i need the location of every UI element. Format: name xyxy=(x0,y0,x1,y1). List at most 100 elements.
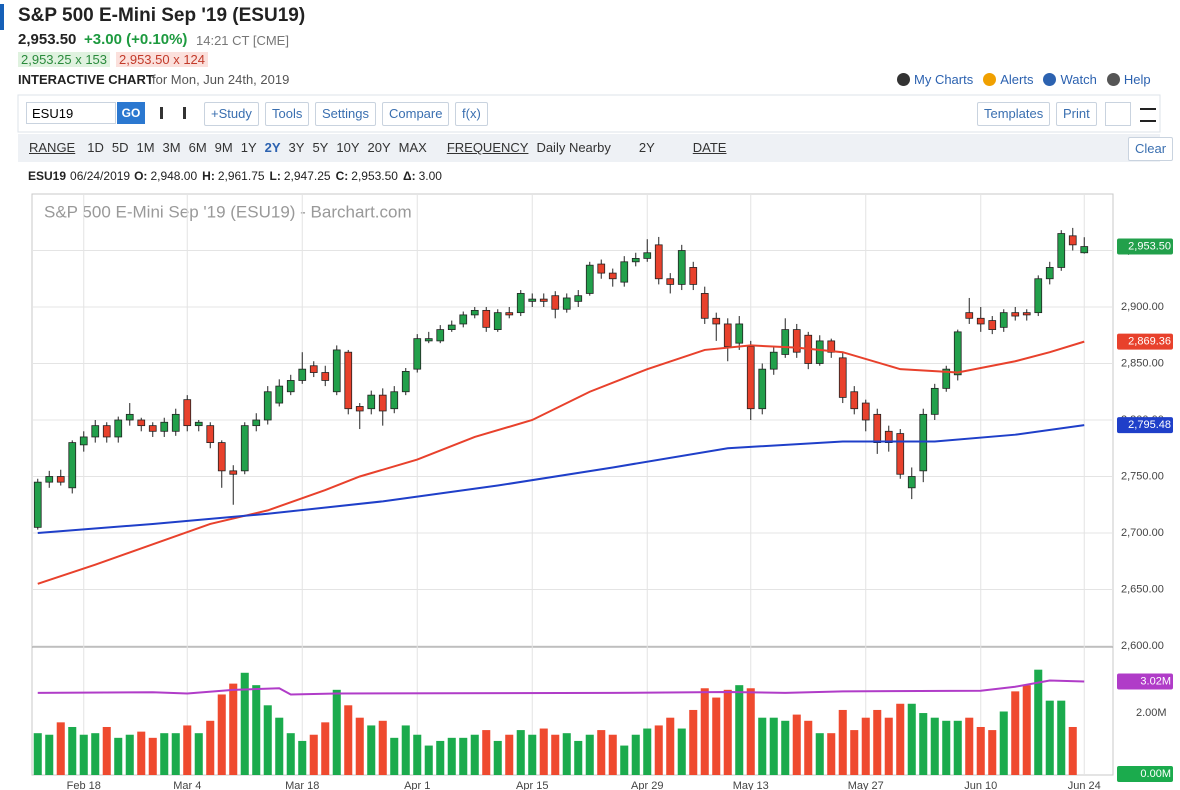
ohlc-value: 2,961.75 xyxy=(217,169,265,183)
range-item[interactable]: 1M xyxy=(136,140,155,155)
candle-body xyxy=(183,399,192,427)
volume-bar xyxy=(459,737,468,775)
range-item[interactable]: 3M xyxy=(162,140,181,155)
range-item[interactable]: 3Y xyxy=(288,140,305,155)
period[interactable]: 2Y xyxy=(638,140,655,155)
go-button[interactable]: GO xyxy=(117,102,145,124)
menu-button[interactable] xyxy=(1140,108,1156,122)
volume-bar xyxy=(1068,726,1077,775)
range-item[interactable]: 10Y xyxy=(336,140,360,155)
volume-bar xyxy=(965,717,974,775)
candle-body xyxy=(746,346,755,410)
volume-tick-label: 2.00M xyxy=(1136,707,1167,719)
volume-bar xyxy=(125,734,134,775)
candle-body xyxy=(712,317,721,325)
ohlc-key: C: xyxy=(335,169,349,183)
volume-bar xyxy=(827,733,836,775)
volume-bar xyxy=(275,717,284,775)
range-item[interactable]: 5D xyxy=(111,140,129,155)
header-link[interactable]: Alerts xyxy=(983,72,1033,87)
volume-bar xyxy=(390,737,399,775)
link-icon xyxy=(1106,73,1120,86)
header-link[interactable]: Help xyxy=(1106,72,1151,87)
volume-bar xyxy=(919,713,928,775)
toolbar-button[interactable]: Compare xyxy=(382,102,450,126)
candle-body xyxy=(1045,267,1054,280)
x-tick-label: May 13 xyxy=(733,780,769,790)
candle-body xyxy=(1034,278,1043,314)
candle-body xyxy=(758,368,767,410)
range-item[interactable]: 9M xyxy=(214,140,233,155)
range-item[interactable]: 5Y xyxy=(312,140,329,155)
candle-body xyxy=(574,295,583,302)
candle-body xyxy=(884,430,893,443)
volume-bar xyxy=(723,689,732,775)
volume-bar xyxy=(240,672,249,775)
range-item[interactable]: 6M xyxy=(188,140,207,155)
expand-button[interactable] xyxy=(1105,102,1131,126)
volume-bar xyxy=(999,711,1008,775)
x-tick-label: Jun 10 xyxy=(964,780,997,790)
candle-body xyxy=(125,413,134,421)
candle-body xyxy=(413,338,422,370)
x-tick-label: Mar 18 xyxy=(285,780,319,790)
header-link[interactable]: Watch xyxy=(1043,72,1097,87)
candle-body xyxy=(643,252,652,259)
header-link[interactable]: My Charts xyxy=(897,72,973,87)
link-icon xyxy=(983,73,997,86)
candle-body xyxy=(666,278,675,285)
range-item[interactable]: 2Y xyxy=(264,140,281,155)
toolbar-button[interactable]: Templates xyxy=(977,102,1051,126)
range-item[interactable]: 1D xyxy=(87,140,104,155)
volume-bar xyxy=(700,688,709,775)
volume-bar xyxy=(344,705,353,775)
candle-body xyxy=(68,442,77,489)
volume-bar xyxy=(68,726,77,775)
candle-body xyxy=(677,250,686,285)
toolbar-button[interactable]: Print xyxy=(1056,102,1097,126)
volume-bar xyxy=(286,733,295,775)
candle-body xyxy=(459,314,468,325)
toolbar-button[interactable]: f(x) xyxy=(455,102,488,126)
date-label[interactable]: DATE xyxy=(692,140,727,155)
volume-bar xyxy=(539,728,548,775)
volume-bar xyxy=(206,720,215,775)
candle-body xyxy=(263,391,272,421)
candle-body xyxy=(79,436,88,446)
volume-average xyxy=(37,679,1085,696)
volume-bar xyxy=(689,709,698,775)
range-item[interactable]: 20Y xyxy=(367,140,391,155)
candle-body xyxy=(838,357,847,398)
candle-body xyxy=(217,442,226,472)
toolbar-button[interactable]: Settings xyxy=(315,102,376,126)
y-tick-label: 2,750.00 xyxy=(1121,470,1164,482)
ohlc-key: H: xyxy=(202,169,215,183)
candle-body xyxy=(447,324,456,330)
candle-body xyxy=(896,433,905,475)
range-item[interactable]: MAX xyxy=(398,140,427,155)
candle-body xyxy=(390,391,399,410)
volume-bar xyxy=(516,730,525,775)
candle-body xyxy=(206,425,215,443)
candle-body xyxy=(401,371,410,393)
toolbar-button[interactable]: +Study xyxy=(204,102,259,126)
toolbar-button[interactable]: Tools xyxy=(265,102,310,126)
volume-bar xyxy=(160,733,169,775)
clear-button[interactable]: Clear xyxy=(1128,137,1174,161)
ohlc-key: Δ: xyxy=(402,169,416,183)
range-item[interactable]: 1Y xyxy=(240,140,257,155)
volume-bar xyxy=(735,685,744,775)
price: 2,953.50 xyxy=(18,31,77,48)
symbol-input[interactable]: ESU19 xyxy=(26,102,116,124)
x-tick-label: Apr 29 xyxy=(631,780,663,790)
bar-type-icon[interactable] xyxy=(160,107,186,119)
chart-label: INTERACTIVE CHART xyxy=(18,72,154,87)
candle-body xyxy=(355,406,364,412)
x-tick-label: Apr 1 xyxy=(404,780,430,790)
candle-body xyxy=(367,394,376,410)
frequency[interactable]: Daily Nearby xyxy=(536,140,611,155)
change: +3.00 (+0.10%) xyxy=(84,31,188,48)
volume-bar xyxy=(493,740,502,775)
candle-body xyxy=(171,413,180,432)
volume-bar xyxy=(137,731,146,775)
